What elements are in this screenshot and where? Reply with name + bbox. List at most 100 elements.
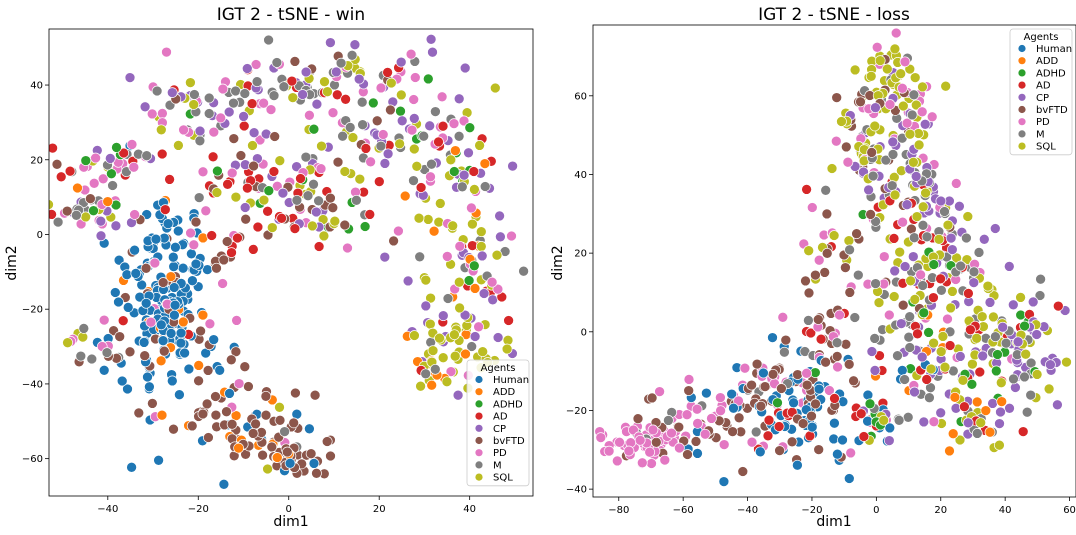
point-cp	[239, 111, 249, 121]
point-m	[850, 313, 860, 323]
point-cp	[488, 295, 498, 305]
x-tick-label-win: −40	[97, 504, 118, 515]
point-bvftd	[813, 315, 823, 325]
point-sql	[448, 221, 458, 231]
point-cp	[96, 216, 106, 226]
point-cp	[301, 67, 311, 77]
point-sql	[467, 219, 477, 229]
point-m	[922, 232, 932, 242]
point-cp	[884, 436, 894, 446]
point-human	[792, 460, 802, 470]
point-pd	[814, 255, 824, 265]
point-sql	[490, 83, 500, 93]
point-bvftd	[194, 376, 204, 386]
point-sql	[896, 69, 906, 79]
legend-marker-bvftd	[475, 437, 482, 444]
point-cp	[1032, 330, 1042, 340]
point-sql	[1016, 292, 1026, 302]
point-ad	[965, 325, 975, 335]
point-cp	[919, 417, 929, 427]
point-ad	[764, 415, 774, 425]
point-bvftd	[849, 376, 859, 386]
point-m	[338, 131, 348, 141]
point-m	[240, 89, 250, 99]
point-m	[457, 182, 467, 192]
point-human	[168, 252, 178, 262]
point-bvftd	[866, 209, 876, 219]
point-bvftd	[804, 288, 814, 298]
point-adhd	[423, 74, 433, 84]
point-pd	[916, 270, 926, 280]
point-pd	[716, 406, 726, 416]
point-adhd	[396, 106, 406, 116]
legend-marker-bvftd	[1018, 106, 1025, 113]
point-pd	[719, 440, 729, 450]
point-sql	[844, 236, 854, 246]
point-sql	[910, 73, 920, 83]
point-m	[918, 220, 928, 230]
point-pd	[205, 319, 215, 329]
point-pd	[449, 119, 459, 129]
point-m	[1020, 372, 1030, 382]
point-sql	[890, 44, 900, 54]
point-bvftd	[236, 151, 246, 161]
y-axis-label-loss: dim2	[550, 245, 566, 280]
point-add	[981, 406, 991, 416]
point-bvftd	[267, 442, 277, 452]
point-cp	[890, 266, 900, 276]
point-pd	[898, 217, 908, 227]
point-m	[918, 281, 928, 291]
point-m	[292, 195, 302, 205]
x-tick-label-loss: 20	[934, 505, 947, 516]
legend-marker-m	[1018, 130, 1025, 137]
point-bvftd	[844, 359, 854, 369]
point-bvftd	[822, 248, 832, 258]
point-sql	[879, 415, 889, 425]
point-add	[272, 453, 282, 463]
point-cp	[508, 161, 518, 171]
point-human	[139, 337, 149, 347]
legend-marker-human	[1018, 45, 1025, 52]
point-m	[907, 110, 917, 120]
point-human	[807, 422, 817, 432]
point-human	[768, 333, 778, 343]
point-pd	[216, 113, 226, 123]
point-m	[803, 315, 813, 325]
chart-title-loss: IGT 2 - tSNE - loss	[758, 5, 910, 25]
point-ad	[802, 184, 812, 194]
point-m	[303, 191, 313, 201]
point-sql	[414, 213, 424, 223]
point-m	[909, 233, 919, 243]
point-sql	[267, 223, 277, 233]
point-m	[108, 181, 118, 191]
point-pd	[201, 206, 211, 216]
point-pd	[410, 73, 420, 83]
legend-marker-pd	[475, 449, 482, 456]
point-human	[178, 263, 188, 273]
point-pd	[747, 437, 757, 447]
point-bvftd	[801, 276, 811, 286]
point-sql	[882, 64, 892, 74]
point-sql	[476, 227, 486, 237]
point-m	[194, 193, 204, 203]
point-bvftd	[312, 468, 322, 478]
legend-marker-add	[475, 388, 482, 395]
point-sql	[449, 330, 459, 340]
point-bvftd	[261, 391, 271, 401]
point-human	[184, 364, 194, 374]
point-m	[376, 141, 386, 151]
point-human	[174, 390, 184, 400]
point-bvftd	[290, 56, 300, 66]
point-add	[156, 356, 166, 366]
point-bvftd	[756, 401, 766, 411]
point-add	[985, 427, 995, 437]
point-add	[948, 429, 958, 439]
point-m	[905, 312, 915, 322]
point-human	[187, 276, 197, 286]
point-pd	[872, 42, 882, 52]
legend-label-human: Human	[493, 375, 529, 386]
point-cp	[312, 99, 322, 109]
point-bvftd	[198, 409, 208, 419]
point-m	[231, 86, 241, 96]
point-bvftd	[125, 347, 135, 357]
